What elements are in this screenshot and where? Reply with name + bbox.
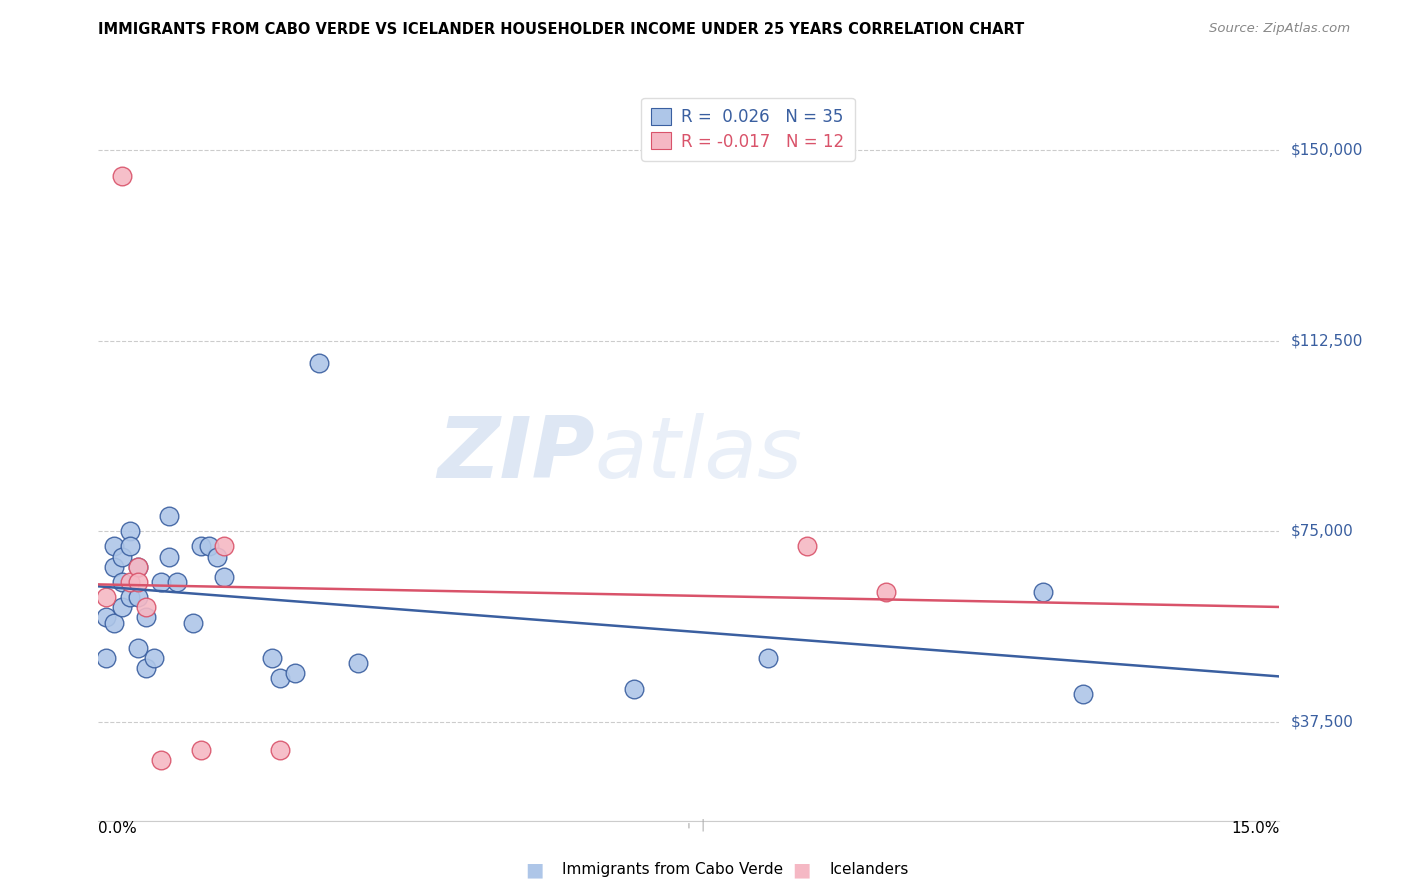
Point: [111, 600, 134, 615]
Point: [623, 681, 645, 696]
Point: [127, 640, 149, 655]
Point: [118, 524, 141, 538]
Point: [135, 661, 157, 675]
Point: [111, 169, 134, 183]
Point: [260, 651, 283, 665]
Point: [1032, 585, 1054, 599]
Text: IMMIGRANTS FROM CABO VERDE VS ICELANDER HOUSEHOLDER INCOME UNDER 25 YEARS CORREL: IMMIGRANTS FROM CABO VERDE VS ICELANDER …: [98, 22, 1025, 37]
Text: ■: ■: [524, 860, 544, 880]
Point: [135, 610, 157, 624]
Text: $112,500: $112,500: [1291, 333, 1362, 348]
Point: [756, 651, 779, 665]
Point: [103, 615, 125, 630]
Point: [347, 656, 370, 670]
Point: [111, 574, 134, 589]
Point: [205, 549, 228, 564]
Point: [127, 559, 149, 574]
Point: [118, 539, 141, 553]
Point: [157, 508, 180, 523]
Point: [308, 356, 330, 371]
Point: [214, 539, 236, 553]
Point: [214, 570, 236, 584]
Point: [190, 742, 212, 756]
Text: ZIP: ZIP: [437, 413, 595, 497]
Point: [127, 574, 149, 589]
Point: [150, 574, 173, 589]
Text: Source: ZipAtlas.com: Source: ZipAtlas.com: [1209, 22, 1350, 36]
Point: [103, 559, 125, 574]
Point: [796, 539, 818, 553]
Point: [127, 559, 149, 574]
Text: ■: ■: [792, 860, 811, 880]
Text: $150,000: $150,000: [1291, 143, 1362, 158]
Point: [96, 651, 118, 665]
Text: $37,500: $37,500: [1291, 714, 1354, 729]
Point: [142, 651, 165, 665]
Point: [269, 672, 291, 686]
Point: [103, 539, 125, 553]
Text: |: |: [700, 819, 706, 831]
Point: [269, 742, 291, 756]
Point: [197, 539, 219, 553]
Point: [118, 574, 141, 589]
Point: [166, 574, 188, 589]
Point: [284, 666, 307, 681]
Point: [127, 590, 149, 604]
Point: [157, 549, 180, 564]
Point: [181, 615, 204, 630]
Text: Icelanders: Icelanders: [830, 863, 908, 877]
Point: [96, 610, 118, 624]
Point: [111, 549, 134, 564]
Point: [135, 600, 157, 615]
Point: [190, 539, 212, 553]
Point: [150, 753, 173, 767]
Point: [96, 590, 118, 604]
Text: 0.0%: 0.0%: [98, 821, 138, 836]
Text: atlas: atlas: [595, 413, 803, 497]
Text: $75,000: $75,000: [1291, 524, 1354, 539]
Point: [1071, 687, 1094, 701]
Legend: R =  0.026   N = 35, R = -0.017   N = 12: R = 0.026 N = 35, R = -0.017 N = 12: [641, 97, 855, 161]
Point: [118, 590, 141, 604]
Text: 15.0%: 15.0%: [1232, 821, 1279, 836]
Point: [875, 585, 897, 599]
Text: Immigrants from Cabo Verde: Immigrants from Cabo Verde: [562, 863, 783, 877]
